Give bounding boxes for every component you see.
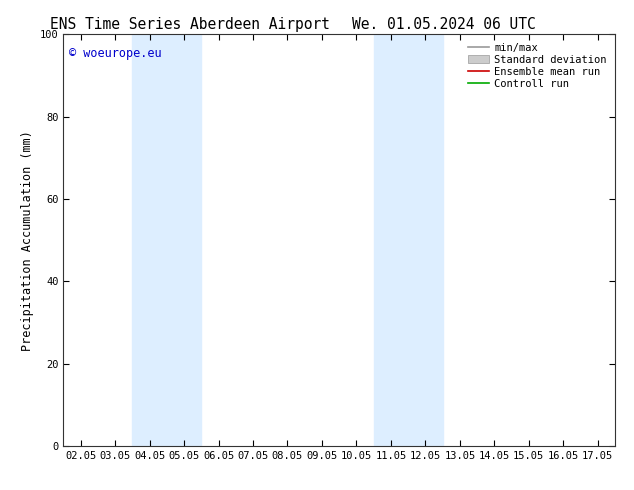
Legend: min/max, Standard deviation, Ensemble mean run, Controll run: min/max, Standard deviation, Ensemble me… [465, 40, 610, 92]
Y-axis label: Precipitation Accumulation (mm): Precipitation Accumulation (mm) [21, 130, 34, 350]
Text: We. 01.05.2024 06 UTC: We. 01.05.2024 06 UTC [352, 17, 536, 32]
Title: ENS Time Series Aberdeen Airport    We. 01.05.2024 06 UTC: ENS Time Series Aberdeen Airport We. 01.… [0, 489, 1, 490]
Text: © woeurope.eu: © woeurope.eu [69, 47, 162, 60]
Text: ENS Time Series Aberdeen Airport: ENS Time Series Aberdeen Airport [50, 17, 330, 32]
Bar [373, 34, 443, 446]
Bar [133, 34, 202, 446]
